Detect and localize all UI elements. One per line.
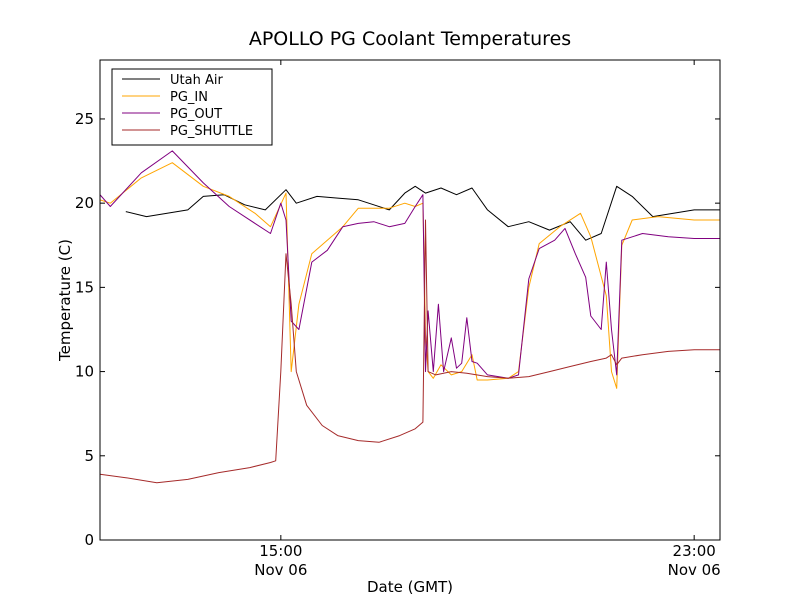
y-tick-label: 0 bbox=[84, 531, 94, 549]
x-axis-label: Date (GMT) bbox=[367, 578, 453, 596]
legend: Utah Air PG_IN PG_OUT PG_SHUTTLE bbox=[111, 68, 273, 146]
y-tick-label: 10 bbox=[75, 363, 94, 381]
y-axis: 0 5 10 15 20 25 bbox=[75, 110, 720, 549]
series-line-pg-out bbox=[100, 150, 720, 379]
y-tick-label: 25 bbox=[75, 110, 94, 128]
y-tick-label: 15 bbox=[75, 278, 94, 296]
legend-label: Utah Air bbox=[170, 73, 223, 88]
series-line-pg-in bbox=[100, 162, 720, 389]
legend-label: PG_OUT bbox=[170, 107, 222, 122]
legend-label: PG_SHUTTLE bbox=[170, 124, 253, 139]
x-tick-label-date: Nov 06 bbox=[668, 561, 721, 579]
chart-title: APOLLO PG Coolant Temperatures bbox=[249, 28, 571, 50]
legend-label: PG_IN bbox=[170, 90, 208, 105]
series-line-utah-air bbox=[125, 185, 720, 241]
x-tick-label-time: 15:00 bbox=[259, 542, 302, 560]
x-tick-label-time: 23:00 bbox=[673, 542, 716, 560]
x-tick-label-date: Nov 06 bbox=[254, 561, 307, 579]
plot-frame bbox=[99, 59, 721, 541]
y-tick-label: 20 bbox=[75, 194, 94, 212]
series-line-pg-shuttle bbox=[100, 219, 720, 484]
y-axis-label: Temperature (C) bbox=[56, 239, 74, 362]
series-layer bbox=[100, 150, 720, 484]
y-tick-label: 5 bbox=[84, 447, 94, 465]
legend-box bbox=[111, 68, 273, 146]
